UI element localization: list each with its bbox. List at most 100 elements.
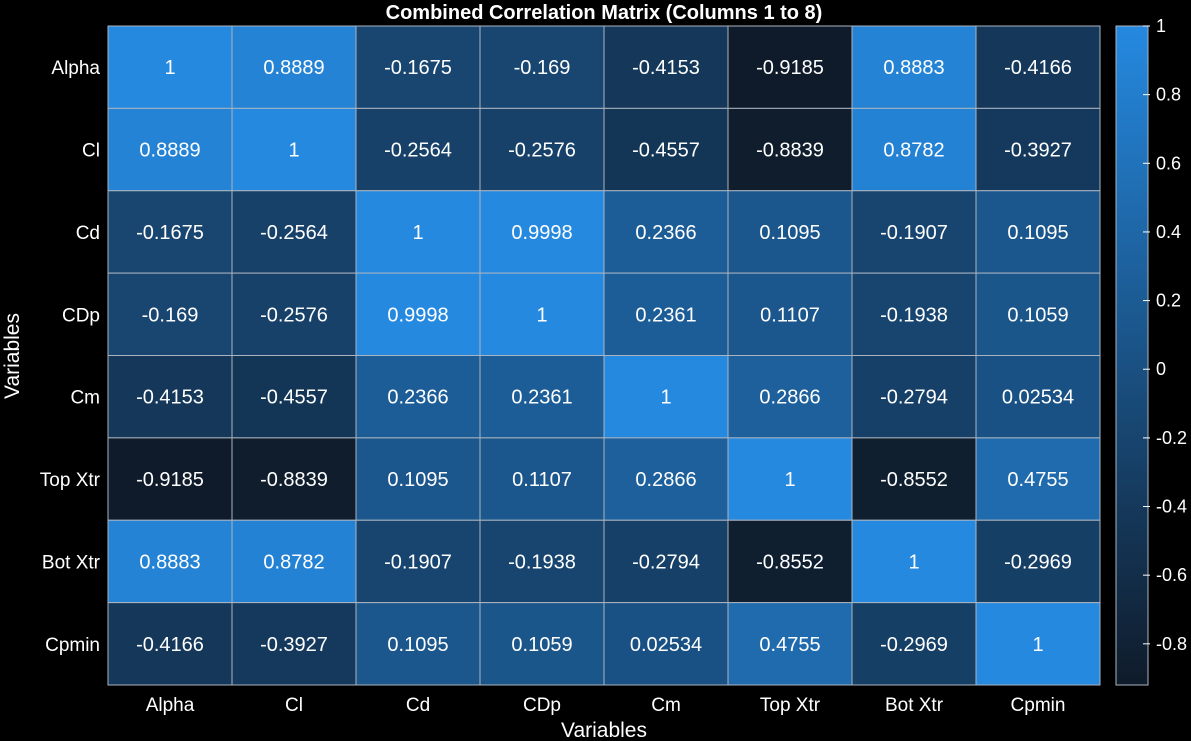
cell-value-label: 0.2866 [635,469,696,491]
cell-value-label: 0.1059 [1007,304,1068,326]
heatmap-cell [851,107,977,192]
cell-value-label: -0.1675 [384,57,452,79]
cell-value-label: 0.9998 [511,222,572,244]
heatmap-cell [603,107,729,192]
colorbar-tick-label: 0.2 [1156,291,1181,311]
cell-value-label: 0.2361 [511,387,572,409]
cell-value-label: -0.4153 [136,387,204,409]
heatmap-cell [727,519,853,604]
heatmap-cell [727,355,853,439]
cell-value-label: 0.8782 [883,140,944,162]
heatmap-cell [603,272,729,356]
cell-value-label: -0.1675 [136,222,204,244]
heatmap-cell [851,355,977,439]
colorbar: 1 0.8 0.6 0.4 0.2 0 -0.2 -0.4 -0.6 -0.8 [1115,16,1187,686]
cell-value-label: 1 [164,57,175,79]
cell-value-label: 0.1059 [511,634,572,656]
heatmap-cell [603,437,729,521]
heatmap-cell [975,107,1101,192]
heatmap-cell [727,107,853,192]
cell-value-label: 1 [660,387,671,409]
cell-value-label: -0.2576 [260,304,328,326]
heatmap-cell [231,25,357,109]
heatmap-cell [231,190,357,274]
colorbar-tick-label: 0.8 [1156,85,1181,105]
cell-value-label: -0.1907 [384,551,452,573]
heatmap-cell [851,519,977,604]
heatmap-cell [479,602,605,686]
x-tick-label: Cpmin [1011,695,1066,716]
cell-value-label: 0.1095 [387,634,448,656]
cell-value-label: 0.8883 [139,551,200,573]
x-tick-label: CDp [523,695,561,716]
heatmap-cell [603,602,729,686]
heatmap-cell [355,602,481,686]
heatmap-cell [355,272,481,356]
heatmap-cell [975,355,1101,439]
heatmap-cell [479,355,605,439]
cell-value-label: 1 [1032,634,1043,656]
cell-value-label: 0.1107 [512,469,572,491]
heatmap-cell [231,602,357,686]
cell-value-label: -0.3927 [260,634,328,656]
cell-value-label: 1 [908,551,919,573]
heatmap-cell [603,355,729,439]
heatmap-cell [975,519,1101,604]
cell-value-label: 1 [288,140,299,162]
y-tick-label: Cm [70,388,100,409]
y-tick-label: Top Xtr [40,470,101,491]
heatmap-cell [727,25,853,109]
cell-value-label: -0.8839 [756,140,824,162]
cell-value-label: 0.1095 [759,222,820,244]
heatmap-cell [727,190,853,274]
heatmap-cell [479,190,605,274]
cell-value-label: -0.2794 [880,387,948,409]
cell-value-label: 0.4755 [759,634,820,656]
heatmap-cell [479,272,605,356]
cell-value-label: -0.8552 [880,469,948,491]
heatmap-cell [107,519,233,604]
cell-value-label: 0.9998 [387,304,448,326]
heatmap-cell [107,602,233,686]
cell-value-label: 0.2366 [387,387,448,409]
cell-value-label: -0.2576 [508,140,576,162]
x-tick-label: Cd [406,695,430,716]
heatmap-cell [107,190,233,274]
cell-value-label: 1 [536,304,547,326]
heatmap-cell [727,437,853,521]
cell-value-label: 0.1095 [387,469,448,491]
cell-value-label: -0.2969 [880,634,948,656]
colorbar-tick-label: -0.4 [1156,497,1187,517]
heatmap-cell [355,355,481,439]
y-tick-label: Bot Xtr [42,552,101,573]
y-tick-label: Cpmin [45,635,100,656]
cell-value-label: -0.169 [142,304,199,326]
colorbar-gradient [1115,25,1149,686]
y-axis-label: Variables [1,313,24,399]
heatmap-cell [851,272,977,356]
cell-value-label: 0.8782 [263,551,324,573]
cell-value-label: -0.4166 [136,634,204,656]
heatmap-cell [603,519,729,604]
cell-value-label: -0.9185 [136,469,204,491]
heatmap-cell [479,107,605,192]
heatmap-cell [975,437,1101,521]
cell-value-label: 0.02534 [630,634,702,656]
heatmap-cell [603,25,729,109]
cell-value-label: -0.8552 [756,551,824,573]
colorbar-tick-label: 1 [1156,16,1166,36]
heatmap-cell [603,190,729,274]
heatmap-cell [851,190,977,274]
colorbar-tick-label: 0.6 [1156,153,1181,173]
heatmap-cell [727,602,853,686]
x-tick-label: Top Xtr [760,695,821,716]
cell-value-label: 0.2366 [635,222,696,244]
colorbar-tick-label: -0.2 [1156,428,1187,448]
cell-value-label: -0.1907 [880,222,948,244]
cell-value-label: 0.8889 [263,57,324,79]
cell-value-label: -0.4166 [1004,57,1072,79]
heatmap-cell [355,25,481,109]
cell-value-label: -0.2564 [260,222,328,244]
colorbar-tick-label: 0 [1156,359,1166,379]
cell-value-label: -0.9185 [756,57,824,79]
